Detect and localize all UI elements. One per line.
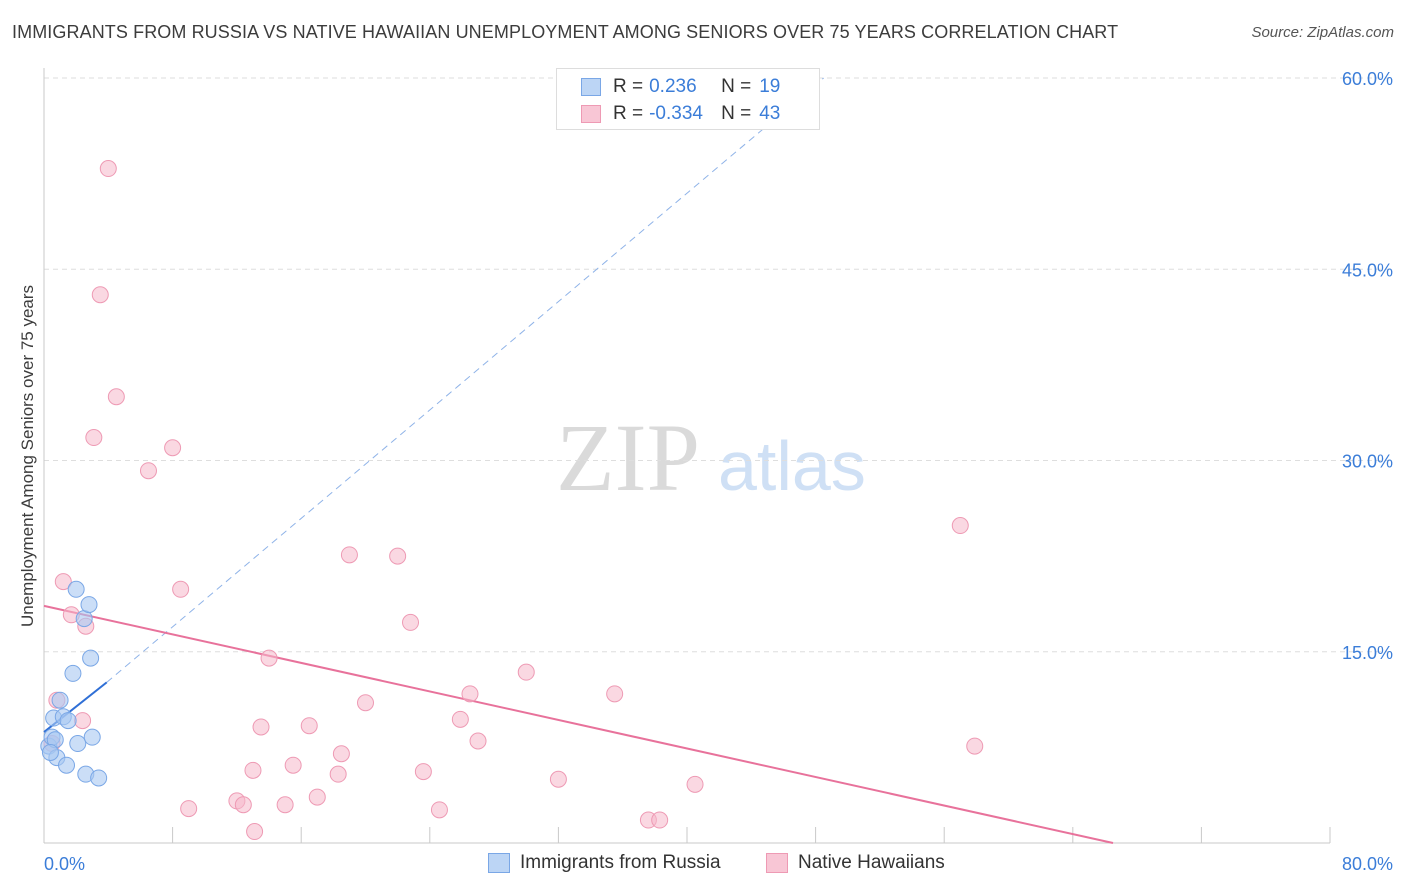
watermark-atlas: atlas	[718, 427, 866, 505]
n-label: N =	[721, 103, 752, 124]
hawaiian-point	[332, 745, 350, 763]
hawaiian-point	[276, 796, 294, 814]
legend-item-hawaiian[interactable]: Native Hawaiians	[766, 852, 945, 874]
hawaiian-point	[651, 811, 669, 829]
russia-point	[59, 712, 77, 730]
russia-point	[69, 735, 87, 753]
legend-row-hawaiian: R = -0.334 N = 43	[581, 102, 780, 126]
hawaiian-point	[389, 547, 407, 565]
hawaiian-point	[284, 756, 302, 774]
legend-label: Immigrants from Russia	[520, 852, 721, 873]
russia-point	[83, 728, 101, 746]
y-tick-label: 30.0%	[1342, 452, 1393, 472]
russia-point	[90, 769, 108, 787]
y-tick-label: 15.0%	[1342, 643, 1393, 663]
russia-point	[67, 580, 85, 598]
hawaiian-point	[85, 429, 103, 447]
hawaiian-point	[686, 775, 704, 793]
hawaiian-point	[966, 737, 984, 755]
hawaiian-point	[260, 649, 278, 667]
russia-trend-extension	[106, 77, 824, 683]
hawaiian-swatch	[581, 105, 601, 123]
x-tick-label-min: 0.0%	[44, 854, 85, 874]
series-legend: Immigrants from Russia Native Hawaiians	[0, 852, 1406, 878]
n-label: N =	[721, 76, 752, 97]
hawaiian-point	[91, 286, 109, 304]
russia-point	[82, 649, 100, 667]
hawaiian-point	[139, 462, 157, 480]
hawaiian-point	[172, 580, 190, 598]
hawaiian-swatch	[766, 853, 788, 873]
r-value: 0.236	[649, 76, 697, 97]
source-credit: Source: ZipAtlas.com	[1251, 24, 1394, 41]
watermark: ZIP atlas	[556, 404, 866, 511]
watermark-zip: ZIP	[556, 404, 700, 511]
r-label: R =	[613, 103, 644, 124]
russia-swatch	[581, 78, 601, 96]
hawaiian-point	[54, 573, 72, 591]
grid-lines	[44, 77, 1394, 653]
hawaiian-point	[300, 717, 318, 735]
russia-swatch	[488, 853, 510, 873]
hawaiian-point	[246, 823, 264, 841]
hawaiian-point	[402, 613, 420, 631]
russia-point	[58, 756, 76, 774]
hawaiian-point	[252, 718, 270, 736]
hawaiian-point	[430, 801, 448, 819]
hawaiian-point	[164, 439, 182, 457]
hawaiian-point	[234, 796, 252, 814]
y-tick-label: 60.0%	[1342, 69, 1393, 89]
chart-title: IMMIGRANTS FROM RUSSIA VS NATIVE HAWAIIA…	[12, 22, 1119, 42]
hawaiian-point	[469, 732, 487, 750]
legend-row-russia: R = 0.236 N = 19	[581, 75, 780, 99]
russia-point	[51, 691, 69, 709]
hawaiian-trend-line	[43, 604, 1114, 844]
hawaiian-point	[517, 663, 535, 681]
hawaiian-point	[414, 763, 432, 781]
hawaiian-point	[340, 546, 358, 564]
y-tick-label: 45.0%	[1342, 260, 1393, 280]
legend-label: Native Hawaiians	[798, 852, 945, 873]
russia-point	[41, 743, 59, 761]
hawaiian-point	[451, 710, 469, 728]
r-label: R =	[613, 76, 644, 97]
x-tick-label-max: 80.0%	[1342, 854, 1393, 874]
axes	[43, 68, 1331, 844]
russia-point	[64, 664, 82, 682]
hawaiian-point	[606, 685, 624, 703]
hawaiian-point	[461, 685, 479, 703]
hawaiian-point	[549, 770, 567, 788]
hawaiian-point	[308, 788, 326, 806]
hawaiian-point	[951, 517, 969, 535]
hawaiian-point	[74, 712, 92, 730]
data-points	[40, 160, 984, 841]
hawaiian-point	[244, 761, 262, 779]
correlation-legend: R = 0.236 N = 19 R = -0.334 N = 43	[556, 68, 820, 130]
tick-labels: 15.0% 30.0% 45.0% 60.0% 0.0% 80.0%	[44, 69, 1393, 874]
hawaiian-point	[329, 765, 347, 783]
n-value: 43	[759, 103, 781, 124]
n-value: 19	[759, 76, 781, 97]
hawaiian-point	[107, 388, 125, 406]
russia-point	[80, 596, 98, 614]
hawaiian-point	[357, 694, 374, 712]
legend-item-russia[interactable]: Immigrants from Russia	[488, 852, 721, 874]
r-value: -0.334	[649, 103, 703, 124]
hawaiian-point	[180, 800, 198, 818]
hawaiian-point	[99, 160, 117, 178]
